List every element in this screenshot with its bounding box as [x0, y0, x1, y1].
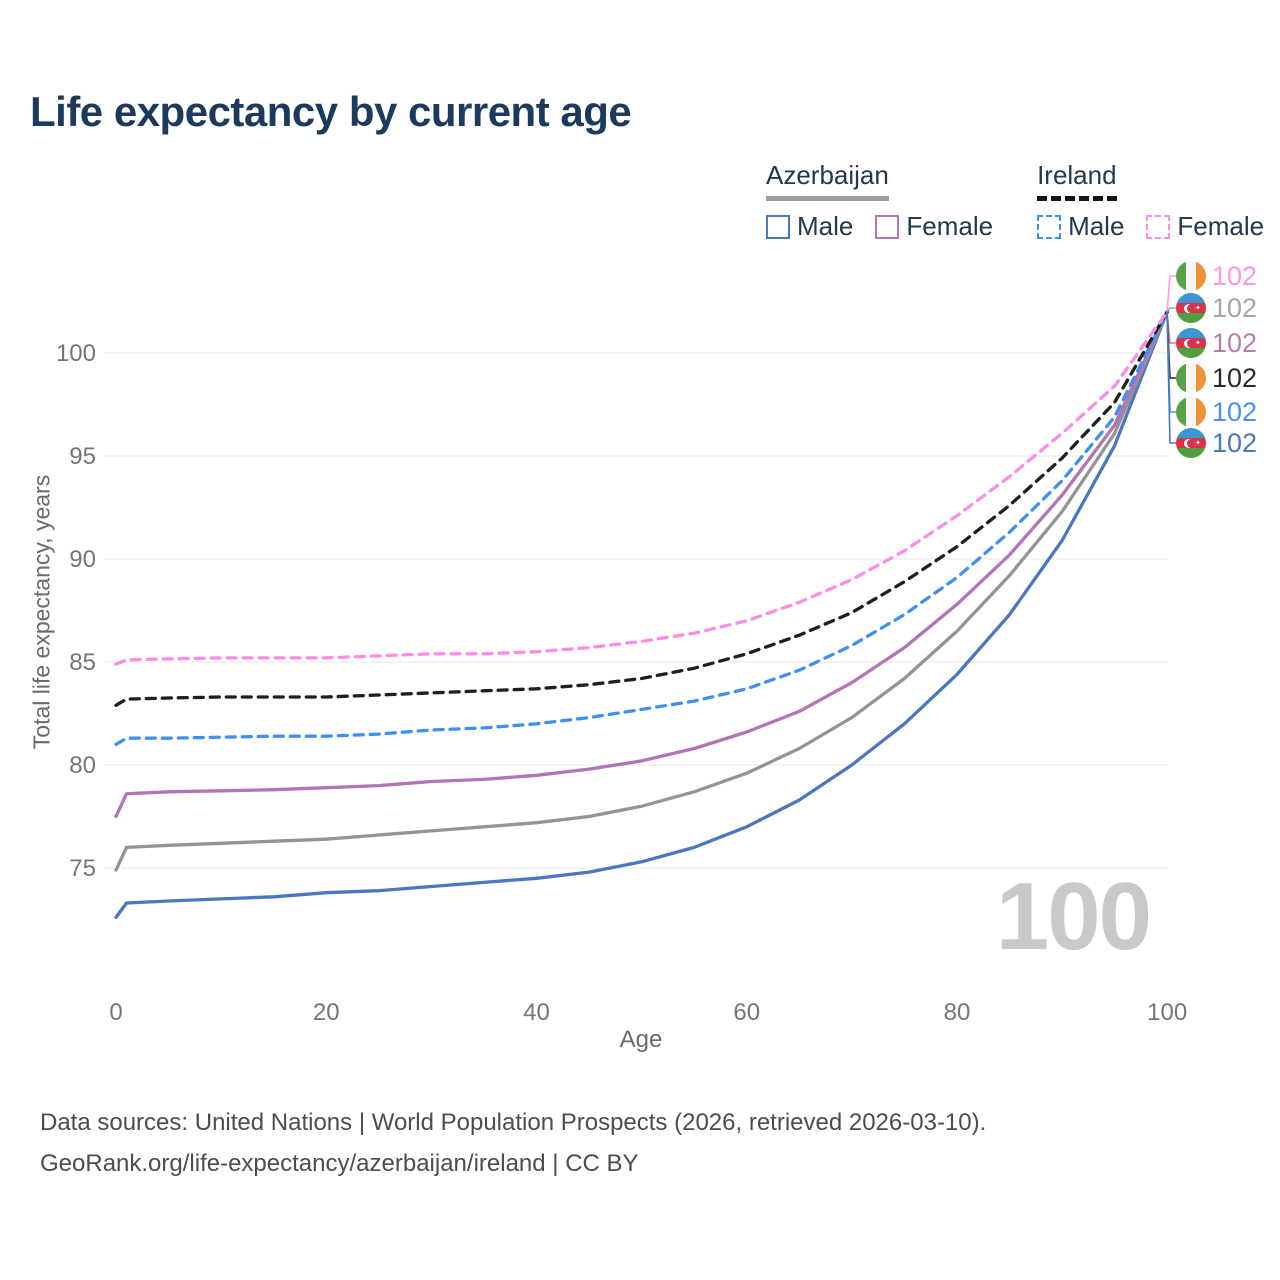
- star-icon: ✦: [1195, 439, 1201, 447]
- azerbaijan-flag-icon: ✦: [1176, 428, 1206, 458]
- crescent-icon: [1184, 339, 1197, 348]
- crescent-icon: [1184, 439, 1197, 448]
- end-value-label: 102: [1212, 427, 1258, 458]
- x-tick-label: 0: [109, 999, 122, 1026]
- end-value-label: 102: [1212, 396, 1258, 427]
- end-value-label: 102: [1212, 327, 1258, 358]
- leader-line: [1166, 311, 1176, 444]
- y-tick-label: 75: [69, 855, 96, 882]
- legend-group-ireland: Ireland Male Female: [1037, 160, 1264, 242]
- y-tick-label: 100: [56, 340, 96, 367]
- end-value-label: 102: [1212, 362, 1258, 393]
- legend-swatch-icon[interactable]: [875, 214, 900, 239]
- x-axis-title: Age: [619, 1026, 663, 1053]
- series-line-azerbaijan-male[interactable]: [114, 310, 1169, 920]
- ireland-flag-icon: [1176, 261, 1206, 291]
- legend-swatch-icon[interactable]: [766, 214, 790, 239]
- legend-item-label: Male: [1068, 211, 1125, 241]
- legend-item-ireland-female[interactable]: Female: [1146, 211, 1264, 242]
- end-value-label: 102: [1212, 260, 1258, 291]
- series-end-label-azerbaijan-female: ✦ 102: [1176, 327, 1257, 359]
- page-title: Life expectancy by current age: [30, 88, 632, 135]
- legend-item-ireland-male[interactable]: Male: [1037, 211, 1124, 242]
- legend-swatch-icon[interactable]: [1037, 214, 1062, 239]
- x-tick-label: 20: [313, 999, 340, 1026]
- star-icon: ✦: [1195, 339, 1201, 347]
- series-line-azerbaijan-female[interactable]: [114, 310, 1169, 819]
- crescent-icon: [1184, 304, 1197, 313]
- ireland-flag-icon: [1176, 397, 1206, 427]
- star-icon: ✦: [1195, 304, 1201, 312]
- series-end-label-azerbaijan-both-sexes: ✦ 102: [1176, 292, 1257, 324]
- azerbaijan-flag-icon: ✦: [1176, 328, 1206, 358]
- y-tick-label: 85: [69, 649, 96, 676]
- x-tick-label: 60: [733, 999, 760, 1026]
- legend-country-label[interactable]: Ireland: [1037, 160, 1117, 201]
- series-line-ireland-male[interactable]: [114, 310, 1169, 747]
- age-counter-watermark: 100: [995, 863, 1152, 970]
- y-tick-label: 90: [69, 546, 96, 573]
- end-value-label: 102: [1212, 292, 1258, 323]
- footer: Data sources: United Nations | World Pop…: [40, 1102, 986, 1184]
- series-line-azerbaijan-total[interactable]: [114, 310, 1169, 872]
- x-tick-label: 100: [1147, 999, 1187, 1026]
- footer-attribution: GeoRank.org/life-expectancy/azerbaijan/i…: [40, 1150, 639, 1177]
- series-end-label-ireland-female: 102: [1176, 260, 1257, 292]
- y-tick-label: 80: [69, 752, 96, 779]
- series-end-label-ireland-both-sexes: 102: [1176, 362, 1257, 394]
- azerbaijan-flag-icon: ✦: [1176, 293, 1206, 323]
- series-line-ireland-female[interactable]: [114, 310, 1169, 666]
- y-tick-label: 95: [69, 443, 96, 470]
- legend-item-azerbaijan-male[interactable]: Male: [766, 211, 853, 242]
- leader-line: [1166, 275, 1176, 313]
- x-tick-label: 80: [944, 999, 971, 1026]
- footer-data-sources: Data sources: United Nations | World Pop…: [40, 1109, 987, 1136]
- series-end-label-azerbaijan-male: ✦ 102: [1176, 427, 1257, 459]
- ireland-flag-icon: [1176, 363, 1206, 393]
- legend-item-label: Female: [906, 211, 994, 241]
- y-axis-title: Total life expectancy, years: [28, 474, 55, 750]
- series-line-ireland-total[interactable]: [114, 310, 1169, 707]
- legend-swatch-icon[interactable]: [1146, 214, 1171, 239]
- legend-group-azerbaijan: Azerbaijan Male Female: [766, 160, 993, 242]
- x-tick-label: 40: [523, 999, 550, 1026]
- legend-item-label: Female: [1177, 211, 1265, 241]
- legend: Azerbaijan Male Female Ireland Male Female: [766, 160, 1264, 242]
- legend-country-label[interactable]: Azerbaijan: [766, 160, 889, 201]
- series-end-label-ireland-male: 102: [1176, 396, 1257, 428]
- leader-line: [1166, 307, 1176, 313]
- legend-item-azerbaijan-female[interactable]: Female: [875, 211, 993, 242]
- legend-item-label: Male: [797, 211, 854, 241]
